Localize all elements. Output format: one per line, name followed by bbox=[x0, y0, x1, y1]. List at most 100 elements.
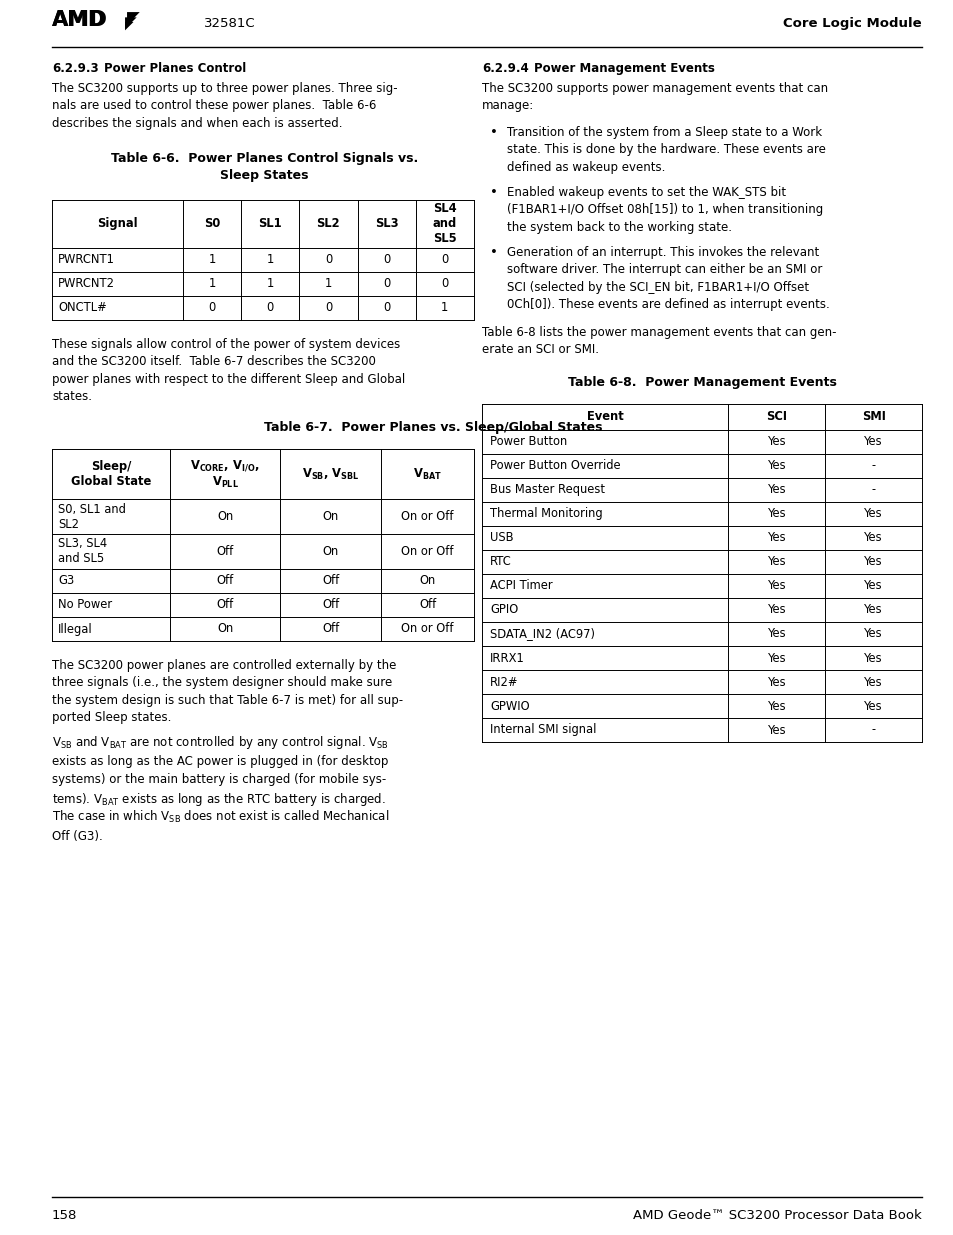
Text: 0: 0 bbox=[266, 301, 274, 315]
Text: Yes: Yes bbox=[863, 652, 882, 664]
Text: On: On bbox=[322, 510, 338, 522]
Text: PWRCNT2: PWRCNT2 bbox=[58, 278, 115, 290]
Text: The SC3200 supports power management events that can
manage:: The SC3200 supports power management eve… bbox=[481, 82, 827, 112]
Text: No Power: No Power bbox=[58, 599, 112, 611]
Text: Yes: Yes bbox=[766, 699, 785, 713]
Text: 0: 0 bbox=[441, 278, 448, 290]
Text: Yes: Yes bbox=[766, 652, 785, 664]
Text: On or Off: On or Off bbox=[401, 510, 454, 522]
Text: Off: Off bbox=[321, 574, 338, 588]
Text: 1: 1 bbox=[208, 278, 215, 290]
Text: Table 6-6.  Power Planes Control Signals vs.
Sleep States: Table 6-6. Power Planes Control Signals … bbox=[111, 152, 417, 182]
Text: Yes: Yes bbox=[863, 699, 882, 713]
Text: •: • bbox=[490, 246, 497, 259]
Text: 0: 0 bbox=[382, 301, 390, 315]
Text: SCI: SCI bbox=[765, 410, 786, 424]
Text: -: - bbox=[871, 724, 875, 736]
Text: ◤: ◤ bbox=[127, 10, 139, 28]
Text: Yes: Yes bbox=[766, 508, 785, 520]
Text: Signal: Signal bbox=[97, 217, 137, 231]
Text: Yes: Yes bbox=[766, 604, 785, 616]
Text: V$_{\mathregular{SB}}$ and V$_{\mathregular{BAT}}$ are not controlled by any con: V$_{\mathregular{SB}}$ and V$_{\mathregu… bbox=[52, 734, 389, 809]
Text: SMI: SMI bbox=[861, 410, 884, 424]
Text: Yes: Yes bbox=[863, 556, 882, 568]
Text: Yes: Yes bbox=[863, 604, 882, 616]
Text: Bus Master Request: Bus Master Request bbox=[490, 483, 604, 496]
Text: Table 6-8.  Power Management Events: Table 6-8. Power Management Events bbox=[567, 375, 836, 389]
Text: 6.2.9.3: 6.2.9.3 bbox=[52, 62, 98, 75]
Text: Off: Off bbox=[418, 599, 436, 611]
Text: 0: 0 bbox=[324, 253, 332, 267]
Text: Yes: Yes bbox=[863, 676, 882, 688]
Text: Yes: Yes bbox=[766, 459, 785, 473]
Text: V$_{\mathregular{SB}}$, V$_{\mathregular{SBL}}$: V$_{\mathregular{SB}}$, V$_{\mathregular… bbox=[301, 467, 359, 482]
Text: The SC3200 supports up to three power planes. Three sig-
nals are used to contro: The SC3200 supports up to three power pl… bbox=[52, 82, 397, 130]
Text: On or Off: On or Off bbox=[401, 545, 454, 558]
Text: On: On bbox=[322, 545, 338, 558]
Text: GPIO: GPIO bbox=[490, 604, 517, 616]
Text: Yes: Yes bbox=[766, 556, 785, 568]
Text: Yes: Yes bbox=[766, 531, 785, 545]
Text: Generation of an interrupt. This invokes the relevant
software driver. The inter: Generation of an interrupt. This invokes… bbox=[506, 246, 829, 311]
Text: Off: Off bbox=[321, 599, 338, 611]
Text: Transition of the system from a Sleep state to a Work
state. This is done by the: Transition of the system from a Sleep st… bbox=[506, 126, 825, 174]
Text: AMD: AMD bbox=[52, 10, 108, 30]
Text: The case in which V$_{\mathregular{SB}}$ does not exist is called Mechanical
Off: The case in which V$_{\mathregular{SB}}$… bbox=[52, 809, 389, 842]
Text: Power Planes Control: Power Planes Control bbox=[104, 62, 246, 75]
Text: Thermal Monitoring: Thermal Monitoring bbox=[490, 508, 602, 520]
Text: G3: G3 bbox=[58, 574, 74, 588]
Text: 6.2.9.4: 6.2.9.4 bbox=[481, 62, 528, 75]
Text: Power Button: Power Button bbox=[490, 436, 567, 448]
Text: Yes: Yes bbox=[863, 531, 882, 545]
Text: These signals allow control of the power of system devices
and the SC3200 itself: These signals allow control of the power… bbox=[52, 338, 405, 404]
Text: Yes: Yes bbox=[863, 508, 882, 520]
Text: Off: Off bbox=[321, 622, 338, 636]
Text: AMD: AMD bbox=[52, 10, 106, 30]
Text: Table 6-7.  Power Planes vs. Sleep/Global States: Table 6-7. Power Planes vs. Sleep/Global… bbox=[264, 421, 602, 433]
Text: USB: USB bbox=[490, 531, 513, 545]
Text: Power Button Override: Power Button Override bbox=[490, 459, 620, 473]
Text: Off: Off bbox=[216, 545, 233, 558]
Text: Yes: Yes bbox=[863, 579, 882, 593]
Text: On: On bbox=[216, 510, 233, 522]
Text: ACPI Timer: ACPI Timer bbox=[490, 579, 552, 593]
Text: 0: 0 bbox=[208, 301, 215, 315]
Text: Yes: Yes bbox=[766, 483, 785, 496]
Text: Yes: Yes bbox=[766, 676, 785, 688]
Text: 32581C: 32581C bbox=[204, 17, 255, 30]
Text: PWRCNT1: PWRCNT1 bbox=[58, 253, 114, 267]
Text: V$_{\mathregular{CORE}}$, V$_{\mathregular{I/O}}$,
V$_{\mathregular{PLL}}$: V$_{\mathregular{CORE}}$, V$_{\mathregul… bbox=[190, 458, 259, 490]
Text: On: On bbox=[419, 574, 436, 588]
Text: SL3: SL3 bbox=[375, 217, 398, 231]
Text: Internal SMI signal: Internal SMI signal bbox=[490, 724, 596, 736]
Text: 1: 1 bbox=[266, 278, 274, 290]
Text: -: - bbox=[871, 459, 875, 473]
Text: Core Logic Module: Core Logic Module bbox=[782, 17, 921, 30]
Text: SL4
and
SL5: SL4 and SL5 bbox=[433, 203, 456, 246]
Text: Yes: Yes bbox=[863, 627, 882, 641]
Text: Illegal: Illegal bbox=[58, 622, 92, 636]
Text: ◤: ◤ bbox=[125, 21, 133, 31]
Text: IRRX1: IRRX1 bbox=[490, 652, 524, 664]
Text: SL1: SL1 bbox=[258, 217, 282, 231]
Text: S0, SL1 and
SL2: S0, SL1 and SL2 bbox=[58, 503, 126, 531]
Text: Power Management Events: Power Management Events bbox=[534, 62, 714, 75]
Text: 1: 1 bbox=[208, 253, 215, 267]
Text: S0: S0 bbox=[204, 217, 220, 231]
Text: RI2#: RI2# bbox=[490, 676, 518, 688]
Text: On: On bbox=[216, 622, 233, 636]
Text: Yes: Yes bbox=[766, 627, 785, 641]
Text: ◤: ◤ bbox=[125, 15, 136, 30]
Text: -: - bbox=[871, 483, 875, 496]
Text: RTC: RTC bbox=[490, 556, 511, 568]
Text: •: • bbox=[490, 186, 497, 199]
Text: 0: 0 bbox=[382, 278, 390, 290]
Text: ONCTL#: ONCTL# bbox=[58, 301, 107, 315]
Text: 0: 0 bbox=[324, 301, 332, 315]
Text: Off: Off bbox=[216, 574, 233, 588]
Text: SL2: SL2 bbox=[316, 217, 340, 231]
Text: The SC3200 power planes are controlled externally by the
three signals (i.e., th: The SC3200 power planes are controlled e… bbox=[52, 659, 403, 725]
Text: Sleep/
Global State: Sleep/ Global State bbox=[71, 459, 151, 488]
Text: V$_{\mathregular{BAT}}$: V$_{\mathregular{BAT}}$ bbox=[413, 467, 441, 482]
Text: 0: 0 bbox=[382, 253, 390, 267]
